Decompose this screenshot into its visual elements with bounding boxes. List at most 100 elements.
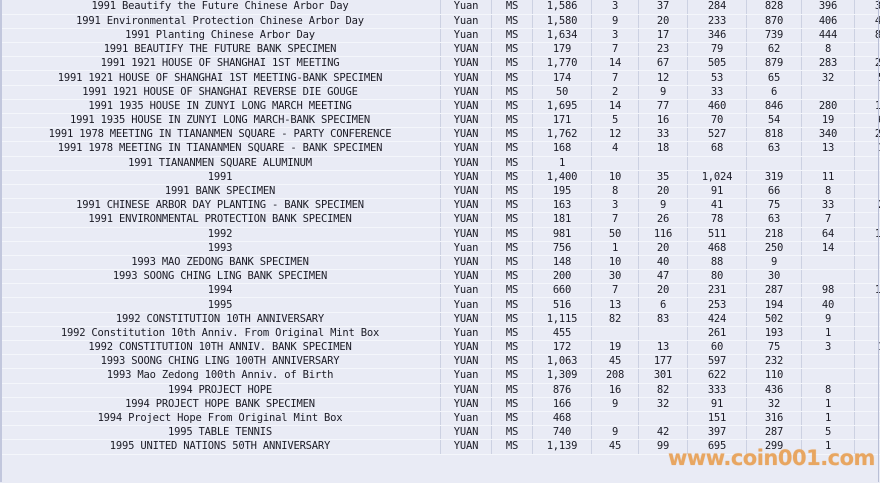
- cell-count-3: 284: [687, 0, 747, 15]
- cell-description: 1991 TIANANMEN SQUARE ALUMINUM: [0, 156, 441, 171]
- cell-total: 1,634: [532, 28, 592, 44]
- cell-count-4: 316: [746, 411, 802, 427]
- cell-total: 1,139: [532, 439, 592, 455]
- cell-count-2: [638, 326, 688, 342]
- cell-description: 1991 1921 HOUSE OF SHANGHAI REVERSE DIE …: [0, 85, 441, 100]
- table-row[interactable]: 1991 1921 HOUSE OF SHANGHAI 1ST MEETING-…: [0, 70, 880, 86]
- table-row[interactable]: 1991 CHINESE ARBOR DAY PLANTING - BANK S…: [0, 198, 880, 214]
- table-row[interactable]: 1993 MAO ZEDONG BANK SPECIMEN YUAN MS 148 10…: [0, 255, 880, 271]
- cell-count-5: 32: [801, 70, 855, 86]
- cell-denomination: Yuan: [440, 0, 492, 15]
- cell-count-4: 62: [746, 42, 802, 58]
- table-row[interactable]: 1991 Beautify the Future Chinese Arbor D…: [0, 0, 880, 15]
- cell-count-4: 30: [746, 269, 802, 285]
- table-row[interactable]: 1993 SOONG CHING LING 100TH ANNIVERSARY Y…: [0, 354, 880, 370]
- cell-count-4: 66: [746, 184, 802, 200]
- cell-count-3: 60: [687, 340, 747, 356]
- cell-total: 1,770: [532, 56, 592, 72]
- cell-denomination: YUAN: [440, 141, 492, 157]
- table-row[interactable]: 1991 1978 MEETING IN TIANANMEN SQUARE - …: [0, 127, 880, 143]
- table-row[interactable]: 1991 Planting Chinese Arbor Day Yuan MS 1,6…: [0, 28, 880, 44]
- table-row[interactable]: 1995 TABLE TENNIS YUAN MS 740 9 42 397 287 5: [0, 425, 880, 441]
- cell-denomination: Yuan: [440, 368, 492, 384]
- cell-count-6: [854, 397, 880, 412]
- cell-count-2: 26: [638, 212, 688, 228]
- table-row[interactable]: 1992 Constitution 10th Anniv. From Origi…: [0, 326, 880, 342]
- table-row[interactable]: 1994YuanMS6607202312879811: [0, 283, 880, 299]
- cell-denomination: YUAN: [440, 425, 492, 441]
- table-row[interactable]: 1991 Environmental Protection Chinese Ar…: [0, 14, 880, 29]
- cell-count-3: 91: [687, 184, 747, 200]
- cell-total: 1,762: [532, 127, 592, 143]
- cell-count-1: 3: [591, 28, 639, 44]
- table-row[interactable]: 1991 1935 HOUSE IN ZUNYI LONG MARCH MEET…: [0, 99, 880, 115]
- cell-count-2: [638, 156, 688, 171]
- cell-count-2: 6: [638, 297, 688, 313]
- table-row[interactable]: 1994 Project Hope From Original Mint Box…: [0, 411, 880, 427]
- cell-count-6: [854, 312, 880, 327]
- table-row[interactable]: 1993 Yuan MS 756 1 20 468 250 14: [0, 241, 880, 256]
- cell-count-1: 3: [591, 198, 639, 214]
- cell-count-1: 10: [591, 170, 639, 185]
- cell-count-4: 287: [746, 283, 802, 299]
- cell-count-6: [854, 354, 880, 370]
- table-row[interactable]: 1993 SOONG CHING LING BANK SPECIMEN YUAN M…: [0, 269, 880, 285]
- cell-description: 1991 1978 MEETING IN TIANANMEN SQUARE - …: [0, 127, 441, 143]
- cell-count-4: 299: [746, 439, 802, 455]
- table-row[interactable]: 1992 CONSTITUTION 10TH ANNIV. BANK SPECI…: [0, 340, 880, 356]
- cell-description: 1992 Constitution 10th Anniv. From Origi…: [0, 326, 441, 342]
- cell-count-5: 11: [801, 170, 855, 185]
- cell-description: 1991 1978 MEETING IN TIANANMEN SQUARE - …: [0, 141, 441, 157]
- cell-count-2: 17: [638, 28, 688, 44]
- table-row[interactable]: 1994 PROJECT HOPE YUAN MS 876 16 82 333 436 8: [0, 383, 880, 398]
- cell-count-1: [591, 156, 639, 171]
- cell-total: 171: [532, 113, 592, 129]
- cell-count-6: 35: [854, 0, 880, 15]
- table-row[interactable]: 1995 UNITED NATIONS 50TH ANNIVERSARY YUAN…: [0, 439, 880, 455]
- cell-count-6: 21: [854, 56, 880, 72]
- table-row[interactable]: 1993 Mao Zedong 100th Anniv. of Birth Yua…: [0, 368, 880, 384]
- table-row[interactable]: 1991 1935 HOUSE IN ZUNYI LONG MARCH-BANK…: [0, 113, 880, 129]
- cell-count-1: 14: [591, 56, 639, 72]
- cell-count-3: 261: [687, 326, 747, 342]
- cell-count-5: 283: [801, 56, 855, 72]
- table-row[interactable]: 1991 TIANANMEN SQUARE ALUMINUM YUAN MS 1: [0, 156, 880, 171]
- cell-count-3: 88: [687, 255, 747, 271]
- table-row[interactable]: 1991 YUAN MS 1,400 10 35 1,024 319 11: [0, 170, 880, 185]
- table-row[interactable]: 1994 PROJECT HOPE BANK SPECIMEN YUAN MS 166…: [0, 397, 880, 412]
- table-row[interactable]: 1991 1921 HOUSE OF SHANGHAI REVERSE DIE …: [0, 85, 880, 100]
- table-row[interactable]: 1991 BANK SPECIMEN YUAN MS 195 8 20 91 66 8: [0, 184, 880, 200]
- table-row[interactable]: 1991 1921 HOUSE OF SHANGHAI 1ST MEETING Y…: [0, 56, 880, 72]
- cell-description: 1995: [0, 297, 441, 313]
- cell-denomination: YUAN: [440, 184, 492, 200]
- cell-grade: MS: [491, 184, 533, 200]
- cell-count-4: 846: [746, 99, 802, 115]
- cell-grade: MS: [491, 397, 533, 412]
- cell-count-5: 1: [801, 439, 855, 455]
- cell-count-4: 194: [746, 297, 802, 313]
- cell-count-5: 8: [801, 184, 855, 200]
- table-row[interactable]: 1991 1978 MEETING IN TIANANMEN SQUARE - …: [0, 141, 880, 157]
- cell-count-3: 79: [687, 42, 747, 58]
- table-row[interactable]: 1992YUANMS981501165112186413: [0, 227, 880, 242]
- cell-description: 1991 1935 HOUSE IN ZUNYI LONG MARCH-BANK…: [0, 113, 441, 129]
- cell-denomination: YUAN: [440, 255, 492, 271]
- table-row[interactable]: 1991 ENVIRONMENTAL PROTECTION BANK SPECI…: [0, 212, 880, 228]
- table-row[interactable]: 1991 BEAUTIFY THE FUTURE BANK SPECIMEN YU…: [0, 42, 880, 58]
- cell-count-4: 436: [746, 383, 802, 398]
- cell-grade: MS: [491, 326, 533, 342]
- cell-count-5: 9: [801, 312, 855, 327]
- cell-count-5: 19: [801, 113, 855, 129]
- table-row[interactable]: 1992 CONSTITUTION 10TH ANNIVERSARY YUAN MS…: [0, 312, 880, 327]
- cell-grade: MS: [491, 340, 533, 356]
- cell-count-1: 50: [591, 227, 639, 242]
- cell-count-4: 110: [746, 368, 802, 384]
- cell-count-5: 1: [801, 326, 855, 342]
- cell-grade: MS: [491, 269, 533, 285]
- cell-description: 1992 CONSTITUTION 10TH ANNIV. BANK SPECI…: [0, 340, 441, 356]
- cell-grade: MS: [491, 439, 533, 455]
- cell-count-1: 9: [591, 397, 639, 412]
- table-row[interactable]: 1995 Yuan MS 516 13 6 253 194 40: [0, 297, 880, 313]
- cell-total: 179: [532, 42, 592, 58]
- cell-grade: MS: [491, 283, 533, 299]
